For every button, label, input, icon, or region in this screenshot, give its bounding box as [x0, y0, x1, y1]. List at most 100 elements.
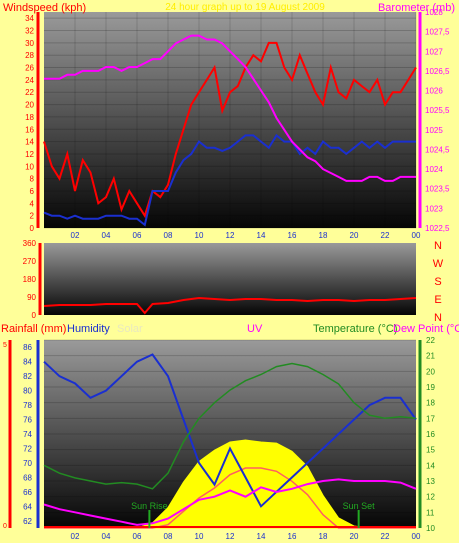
- wind-y-tick: 32: [25, 27, 34, 36]
- temperature-y-tick: 12: [426, 493, 435, 502]
- direction-y-tick: 360: [23, 239, 37, 248]
- wind-x-tick: 10: [195, 231, 204, 240]
- temperature-y-tick: 10: [426, 524, 435, 533]
- wind-barometer-panel: Windspeed (kph) 24 hour graph up to 19 A…: [3, 2, 455, 240]
- temperature-y-tick: 21: [426, 352, 435, 361]
- rainfall-label: Rainfall (mm): [1, 323, 66, 335]
- sun-marker-label: Sun Set: [343, 501, 376, 511]
- humidity-y-tick: 74: [23, 430, 32, 439]
- temperature-y-tick: 19: [426, 383, 435, 392]
- wind-y-tick: 26: [25, 64, 34, 73]
- compass-label: N: [434, 312, 442, 324]
- temperature-x-tick: 22: [381, 532, 390, 541]
- temperature-y-tick: 20: [426, 367, 435, 376]
- temperature-x-tick: 04: [102, 532, 111, 541]
- wind-y-tick: 14: [25, 138, 34, 147]
- temperature-x-tick: 16: [288, 532, 297, 541]
- barometer-y-tick: 1023,5: [425, 185, 450, 194]
- wind-y-tick: 20: [25, 101, 34, 110]
- wind-x-tick: 18: [319, 231, 328, 240]
- direction-y-tick: 0: [32, 311, 37, 320]
- wind-x-axis: 02 04 06 08 10 12 14 16 18 20 22 00: [71, 231, 421, 240]
- wind-x-tick: 00: [412, 231, 421, 240]
- barometer-y-tick: 1022,5: [425, 224, 450, 233]
- barometer-y-tick: 1023: [425, 204, 443, 213]
- humidity-y-tick: 70: [23, 459, 32, 468]
- humidity-line: [43, 353, 417, 508]
- wind-grid: [44, 12, 417, 229]
- temperature-x-tick: 18: [319, 532, 328, 541]
- temperature-y-tick: 15: [426, 446, 435, 455]
- dewpoint-label: Dew Point (°C): [393, 323, 459, 335]
- humidity-y-tick: 76: [23, 416, 32, 425]
- temperature-x-tick: 14: [257, 532, 266, 541]
- wind-x-tick: 08: [164, 231, 173, 240]
- temperature-x-tick: 12: [226, 532, 235, 541]
- humidity-y-tick: 66: [23, 488, 32, 497]
- humidity-y-tick: 62: [23, 517, 32, 526]
- temperature-x-tick: 02: [71, 532, 80, 541]
- wind-y-tick: 12: [25, 150, 34, 159]
- wind-y-tick: 4: [30, 199, 35, 208]
- wind-y-tick: 8: [30, 175, 35, 184]
- temperature-y-axis: 10 11 12 13 14 15 16 17 18 19 20 21 22: [418, 336, 435, 533]
- barometer-y-tick: 1024,5: [425, 145, 450, 154]
- barometer-y-tick: 1025,5: [425, 106, 450, 115]
- wind-y-tick: 30: [25, 39, 34, 48]
- wind-y-tick: 10: [25, 162, 34, 171]
- wind-x-tick: 04: [102, 231, 111, 240]
- temperature-y-tick: 16: [426, 430, 435, 439]
- wind-y-tick: 22: [25, 88, 34, 97]
- wind-x-tick: 14: [257, 231, 266, 240]
- direction-y-axis: 0 90 180 270 360: [23, 239, 42, 320]
- temperature-panel: Rainfall (mm) Humidity Solar UV Temperat…: [1, 323, 459, 541]
- direction-y-tick: 270: [23, 257, 37, 266]
- temperature-y-tick: 14: [426, 461, 435, 470]
- barometer-y-tick: 1026,5: [425, 67, 450, 76]
- temperature-y-tick: 17: [426, 414, 435, 423]
- wind-y-tick: 16: [25, 125, 34, 134]
- plot-area-wind: [44, 12, 416, 228]
- wind-ylabel: Windspeed (kph): [3, 2, 86, 14]
- wind-y-tick: 24: [25, 76, 34, 85]
- direction-y-tick: 180: [23, 275, 37, 284]
- humidity-label: Humidity: [67, 323, 110, 335]
- wind-direction-line: [43, 296, 417, 315]
- wind-x-tick: 20: [350, 231, 359, 240]
- wind-y-tick: 28: [25, 51, 34, 60]
- wind-x-tick: 22: [381, 231, 390, 240]
- compass-label: S: [434, 276, 441, 288]
- wind-y-tick: 34: [25, 14, 34, 23]
- dewpoint-line: [43, 478, 417, 526]
- humidity-y-tick: 84: [23, 358, 32, 367]
- humidity-y-tick: 80: [23, 387, 32, 396]
- temperature-y-tick: 18: [426, 399, 435, 408]
- wind-average-line: [43, 133, 416, 227]
- temperature-y-tick: 11: [426, 508, 435, 517]
- wind-x-tick: 06: [133, 231, 142, 240]
- temperature-x-tick: 10: [195, 532, 204, 541]
- wind-y-tick: 18: [25, 113, 34, 122]
- rainfall-y-axis: 05: [3, 340, 12, 530]
- sun-marker-label: Sun Rise: [131, 501, 168, 511]
- direction-y-tick: 90: [27, 293, 36, 302]
- barometer-y-tick: 1027: [425, 47, 443, 56]
- temperature-y-tick: 22: [426, 336, 435, 345]
- wind-x-tick: 12: [226, 231, 235, 240]
- wind-y-tick: 0: [30, 224, 35, 233]
- wind-gust-line: [43, 41, 417, 219]
- humidity-y-tick: 82: [23, 372, 32, 381]
- wind-x-tick: 02: [71, 231, 80, 240]
- barometer-y-tick: 1027,5: [425, 28, 450, 37]
- rainfall-y-tick: 5: [3, 342, 7, 349]
- compass-label: W: [433, 258, 444, 270]
- wind-y-tick: 2: [30, 212, 35, 221]
- humidity-y-tick: 64: [23, 502, 32, 511]
- barometer-ylabel: Barometer (mb): [378, 2, 455, 14]
- solar-label: Solar: [117, 323, 143, 335]
- temperature-x-tick: 08: [164, 532, 173, 541]
- temperature-x-tick: 00: [412, 532, 421, 541]
